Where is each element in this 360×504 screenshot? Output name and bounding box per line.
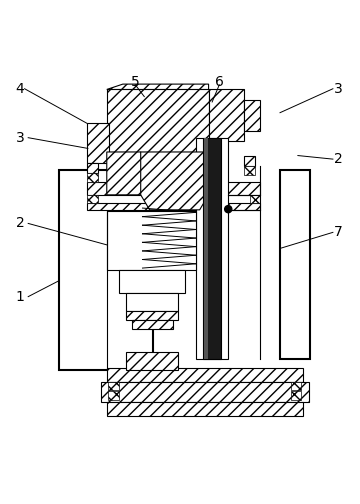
- Bar: [126, 311, 178, 320]
- Bar: [108, 391, 118, 400]
- Text: 2: 2: [334, 152, 342, 166]
- Bar: [249, 195, 260, 203]
- Text: 4: 4: [16, 82, 24, 96]
- Polygon shape: [107, 152, 158, 195]
- Bar: [203, 138, 221, 359]
- Bar: [102, 383, 309, 402]
- Bar: [107, 211, 196, 270]
- Bar: [87, 163, 98, 173]
- Bar: [107, 402, 303, 416]
- Bar: [87, 195, 98, 203]
- Bar: [87, 123, 109, 163]
- Bar: [87, 203, 260, 210]
- Bar: [204, 138, 208, 359]
- Bar: [244, 100, 260, 131]
- Bar: [126, 352, 178, 370]
- Text: 3: 3: [16, 131, 24, 145]
- Bar: [244, 156, 255, 166]
- Text: 1: 1: [16, 290, 24, 303]
- Bar: [87, 173, 98, 182]
- Bar: [107, 368, 303, 383]
- Circle shape: [225, 206, 232, 213]
- Bar: [59, 170, 153, 370]
- Text: 7: 7: [334, 225, 342, 239]
- Bar: [196, 138, 228, 359]
- Polygon shape: [141, 152, 208, 210]
- Bar: [280, 170, 310, 359]
- Bar: [108, 383, 118, 390]
- Bar: [107, 90, 208, 152]
- Text: 5: 5: [131, 75, 140, 89]
- Bar: [291, 391, 301, 400]
- Bar: [208, 90, 244, 141]
- Bar: [291, 383, 301, 390]
- Text: 2: 2: [16, 216, 24, 230]
- Bar: [126, 293, 178, 311]
- Text: 6: 6: [215, 75, 224, 89]
- Polygon shape: [107, 84, 208, 90]
- Text: 3: 3: [334, 82, 342, 96]
- Bar: [87, 182, 260, 195]
- Bar: [244, 166, 255, 175]
- Bar: [132, 320, 173, 329]
- Bar: [119, 270, 185, 293]
